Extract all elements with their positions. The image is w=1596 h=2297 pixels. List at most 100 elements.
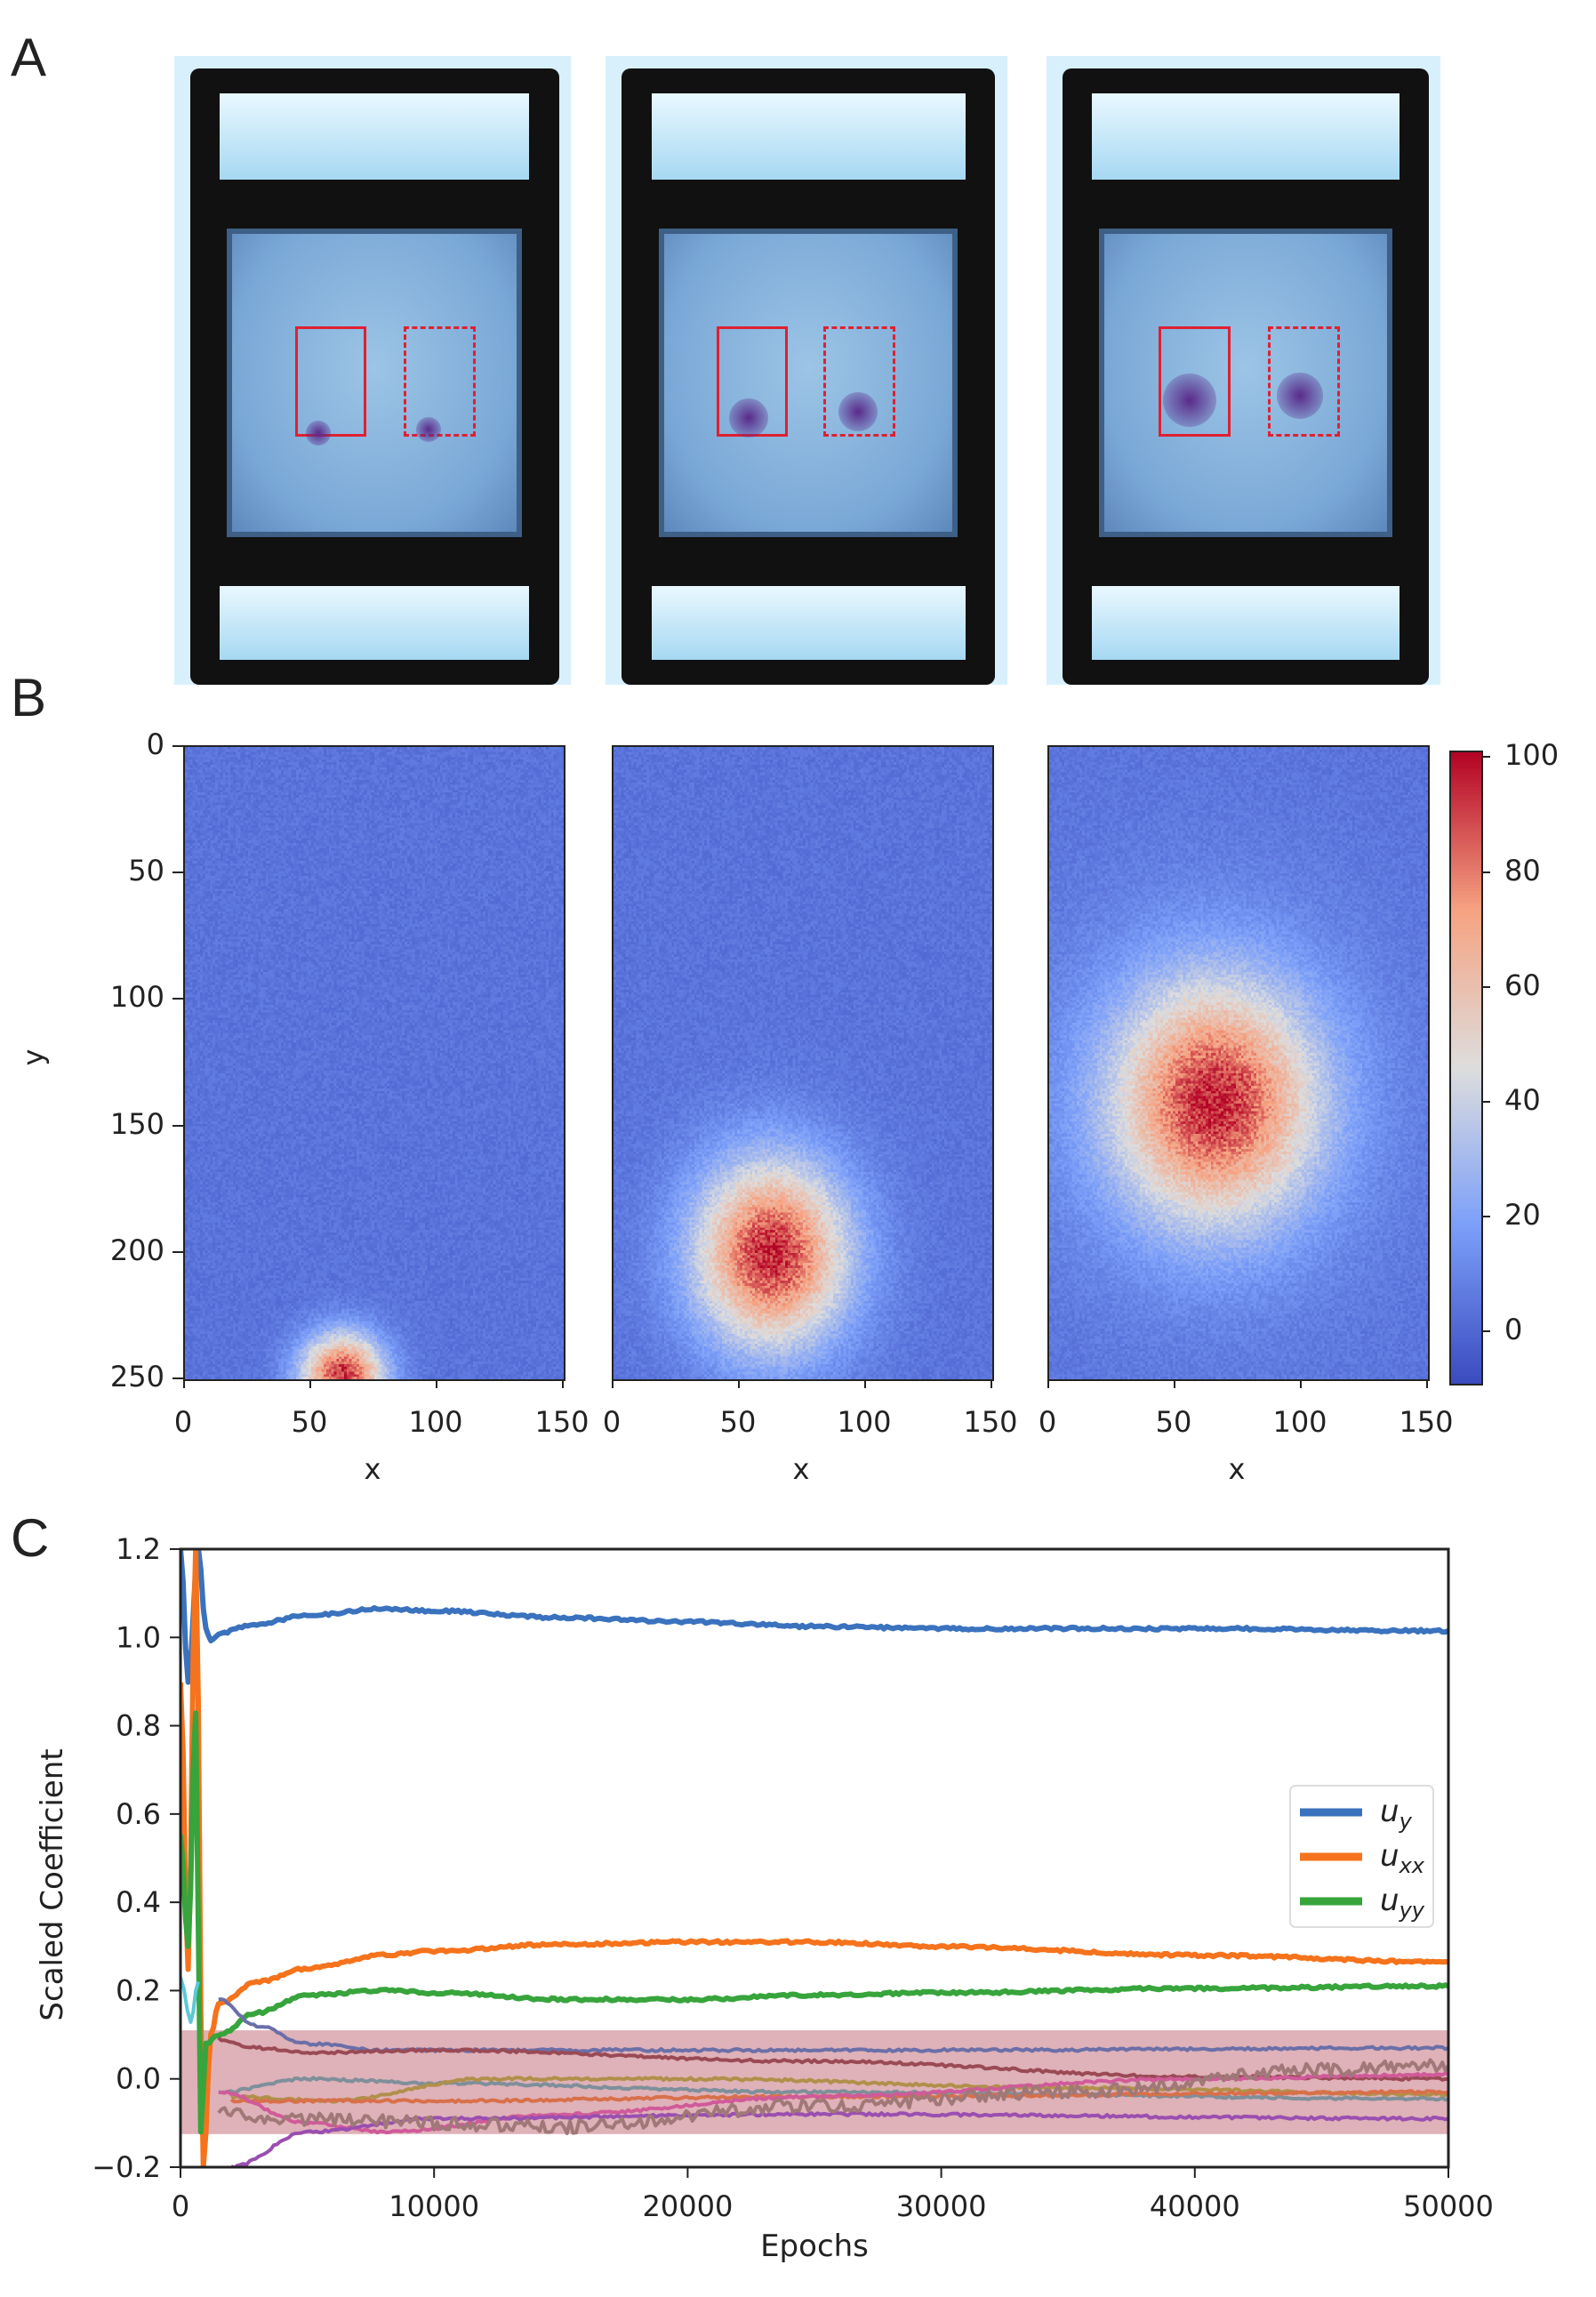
experiment-photo (174, 56, 571, 685)
x-tick-mark (1047, 1379, 1049, 1388)
colorbar-tick-mark (1481, 1215, 1490, 1217)
roi-box-dashed (823, 326, 895, 437)
x-tick-mark (183, 1379, 185, 1388)
roi-box-dashed (404, 326, 476, 437)
dye-spot (838, 392, 878, 431)
colorbar-tick-label: 40 (1504, 1082, 1541, 1117)
x-tick-mark (864, 1379, 866, 1388)
y-tick-mark (172, 745, 183, 747)
x-tick-label: 100 (1272, 1405, 1327, 1439)
plot-frame (179, 1547, 1450, 2169)
x-tick-mark (1174, 1379, 1175, 1388)
legend-label: uy (1380, 1794, 1413, 1834)
x-axis-label: x (364, 1452, 381, 1486)
dye-spot (416, 417, 441, 442)
x-tick-label: 40000 (1150, 2189, 1240, 2223)
roi-box-solid (1159, 326, 1231, 437)
colorbar-tick-mark (1481, 756, 1490, 759)
roi-box-solid (295, 326, 366, 437)
x-axis-label: x (792, 1452, 810, 1486)
x-tick-label: 20000 (643, 2189, 734, 2223)
x-axis-label: Epochs (760, 2229, 869, 2264)
y-tick-label: 0.6 (116, 1797, 161, 1831)
roi-box-dashed (1268, 326, 1340, 437)
panel-label-a: A (11, 28, 47, 87)
bottom-light-bar (651, 586, 966, 661)
series-group (180, 1549, 1448, 2167)
series-line (180, 1977, 200, 2024)
dye-spot (1163, 373, 1216, 427)
y-tick-label: 1.2 (116, 1532, 161, 1566)
x-tick-label: 150 (1399, 1405, 1454, 1439)
experiment-photo (606, 56, 1007, 685)
heatmap (183, 745, 565, 1381)
x-tick-mark (738, 1379, 740, 1388)
colorbar-tick-mark (1481, 871, 1490, 873)
y-tick-label: 100 (109, 980, 164, 1015)
colorbar-tick-label: 100 (1504, 738, 1560, 773)
y-tick-label: 1.0 (116, 1620, 161, 1654)
legend-label: uxx (1380, 1838, 1425, 1878)
chamber-interior (659, 229, 958, 537)
colorbar-tick-label: 80 (1504, 853, 1541, 887)
x-tick-mark (1426, 1379, 1428, 1388)
x-tick-mark (612, 1379, 614, 1388)
top-light-bar (651, 92, 966, 180)
top-light-bar (220, 92, 530, 180)
x-tick-label: 50 (719, 1405, 757, 1439)
colorbar (1449, 751, 1483, 1385)
series-line (230, 2076, 1448, 2104)
x-axis-label: x (1228, 1452, 1246, 1486)
y-tick-mark (172, 1377, 183, 1379)
x-tick-label: 10000 (389, 2189, 479, 2223)
y-tick-label: 200 (109, 1233, 164, 1267)
heatmap (1047, 745, 1430, 1381)
series-line-u_y (180, 1549, 1448, 1685)
x-tick-label: 0 (602, 1405, 622, 1439)
x-tick-mark (436, 1379, 437, 1388)
y-tick-label: 0 (146, 727, 164, 761)
panel-label-b: B (11, 668, 47, 727)
x-tick-mark (309, 1379, 311, 1388)
heatmap (612, 745, 994, 1381)
y-tick-label: 150 (109, 1106, 164, 1141)
x-tick-mark (990, 1379, 992, 1388)
y-tick-mark (172, 1124, 183, 1127)
y-tick-label: 0.8 (116, 1709, 161, 1743)
y-tick-label: 0.2 (116, 1973, 161, 2007)
y-tick-label: 250 (109, 1360, 164, 1393)
colorbar-tick-label: 0 (1504, 1312, 1523, 1346)
x-tick-label: 50 (1155, 1405, 1192, 1439)
series-line (218, 2071, 1448, 2135)
top-light-bar (1091, 92, 1400, 180)
y-tick-label: −0.2 (92, 2150, 161, 2184)
series-line (217, 2058, 1448, 2135)
chamber-frame (622, 68, 996, 685)
x-tick-label: 0 (1038, 1405, 1057, 1439)
y-tick-mark (172, 998, 183, 1000)
x-tick-label: 0 (173, 1405, 193, 1439)
colorbar-tick-mark (1481, 985, 1490, 988)
y-axis-label: Scaled Coefficient (35, 1748, 70, 2020)
dye-spot (729, 398, 768, 438)
colorbar-tick-mark (1481, 1329, 1490, 1332)
y-tick-mark (172, 1250, 183, 1253)
series-line-u_yy (180, 1710, 1448, 2135)
chamber-interior (1098, 229, 1392, 537)
series-line-u_xx (180, 1549, 1448, 2167)
y-tick-label: 0.4 (116, 1885, 161, 1919)
x-tick-label: 100 (408, 1405, 463, 1439)
chamber-frame (1062, 68, 1429, 685)
x-tick-label: 150 (963, 1405, 1018, 1439)
colorbar-tick-label: 20 (1504, 1197, 1541, 1232)
chamber-interior (227, 229, 523, 537)
y-tick-mark (172, 871, 183, 874)
bottom-light-bar (220, 586, 530, 661)
x-tick-label: 50000 (1403, 2189, 1494, 2223)
x-tick-label: 0 (172, 2189, 189, 2223)
dye-spot (1277, 373, 1323, 419)
x-tick-label: 30000 (896, 2189, 987, 2223)
